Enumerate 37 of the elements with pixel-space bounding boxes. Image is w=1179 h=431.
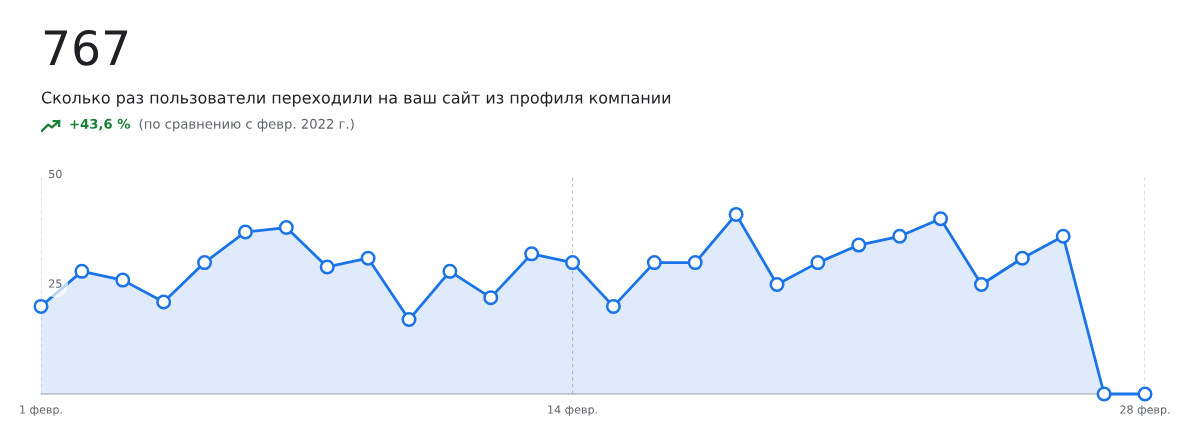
point [1096,386,1112,402]
point [74,263,90,279]
point [769,277,785,292]
point [278,220,294,236]
point [973,277,989,292]
point [892,228,908,244]
x-tick-label: 28 февр. [1120,405,1170,416]
y-tick-label: 25 [49,279,62,288]
point [197,255,213,271]
text: (по сравнению с февр. 2022 г.) [139,118,354,132]
point [933,211,949,227]
point [565,255,581,271]
point [524,246,540,262]
point [115,272,131,288]
y-tick-label: 50 [49,169,62,179]
chart-title: 767 [44,29,128,66]
x-tick-label: 1 февр. [20,405,62,416]
point [401,312,417,328]
point [237,224,253,240]
point [1014,250,1030,266]
point [646,255,662,271]
text: +43,6 % [70,118,130,131]
point [687,255,703,271]
point [483,290,499,306]
x-tick-label: 14 февр. [548,405,597,416]
point [1055,228,1071,244]
point [810,255,826,271]
point [605,298,621,314]
point [319,259,335,275]
point [851,237,867,253]
point [1137,386,1153,402]
point [156,294,172,310]
point [728,206,744,222]
chart-subtitle: Сколько раз пользователи переходили на ваш сайт из профиля компании [41,91,671,107]
point [33,298,49,314]
point [360,250,376,266]
point [442,263,458,279]
